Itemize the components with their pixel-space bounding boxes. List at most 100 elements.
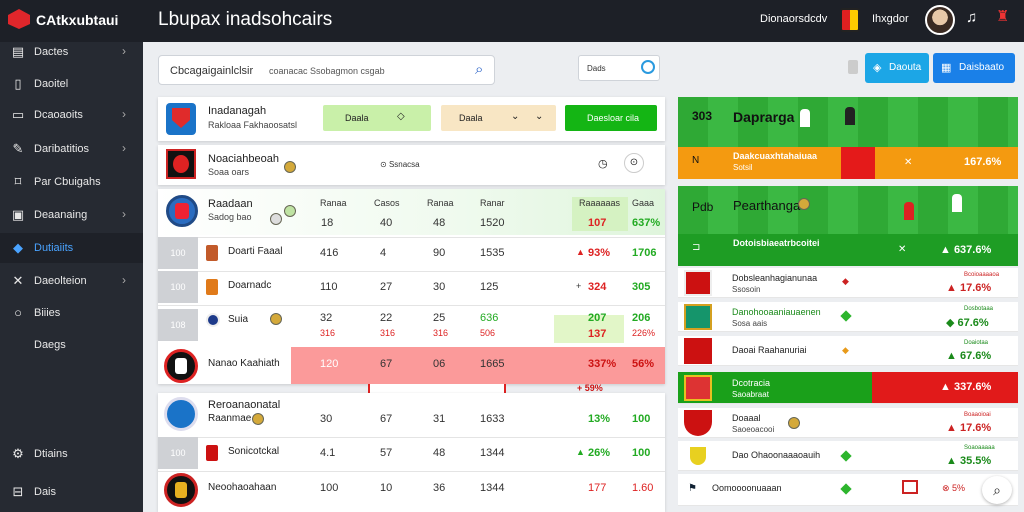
- sidebar-item-dactes[interactable]: ▤ Dactes ›: [0, 37, 143, 67]
- banner-title: Daprarga: [733, 109, 795, 125]
- team-name[interactable]: Ihxgdor: [872, 13, 909, 25]
- shield-icon: ✕: [898, 244, 907, 255]
- search-icon[interactable]: ⌕: [475, 61, 484, 78]
- list-item[interactable]: Dao Ohaoonaaaoauih Soaoaaaaa ▲ 35.5%: [678, 441, 1018, 471]
- table-row[interactable]: [158, 271, 665, 303]
- sidebar-item-dcaoaoits[interactable]: ▭ Dcaoaoits ›: [0, 100, 143, 130]
- secondary-button[interactable]: ◈ Daouta: [865, 53, 929, 83]
- card-meta: ⊙ Ssnacsa: [380, 160, 420, 169]
- chevron-right-icon: ›: [122, 273, 126, 287]
- pct-value: ▲ 17.6%: [946, 422, 992, 434]
- table-row[interactable]: [158, 305, 665, 345]
- team-crest-icon: [166, 103, 196, 135]
- user-name[interactable]: Dionaorsdcdv: [760, 13, 828, 25]
- secondary-button-label: Daouta: [889, 62, 922, 73]
- ball-icon: [788, 417, 800, 429]
- team-card[interactable]: Noaciahbeoah Soaa oars ⊙ Ssnacsa ◷ ⊙: [158, 145, 665, 185]
- cell: 48: [433, 447, 446, 459]
- sidebar-item-dais[interactable]: ⊟ Dais: [0, 477, 143, 507]
- sidebar-item-daoitel[interactable]: ▯ Daoitel: [0, 69, 143, 99]
- cell: 1535: [480, 247, 505, 259]
- pill-button[interactable]: Daala ◇: [323, 105, 431, 131]
- grid-icon: ▦: [941, 62, 952, 74]
- status-diamond-icon: [840, 310, 852, 322]
- ball-icon: [270, 313, 282, 325]
- sidebar-item-label: Par Cbuigahs: [34, 176, 101, 188]
- search-hint: coanacac Ssobagmon csgab: [269, 66, 385, 76]
- clock-icon[interactable]: ◷: [598, 158, 608, 170]
- column-header: Gaaa: [632, 198, 655, 208]
- pct-label: Doaiotaa: [964, 340, 989, 346]
- primary-button[interactable]: ▦ Daisbaato: [933, 53, 1015, 83]
- pct-label: Dosbotaaa: [964, 306, 994, 312]
- list-item[interactable]: Doaaal Saoeoacooi Boaaoioai ▲ 17.6%: [678, 408, 1018, 438]
- cell: 4: [380, 247, 387, 259]
- avatar[interactable]: [925, 5, 955, 35]
- status-diamond-icon: [840, 483, 852, 495]
- tray-icon: ▣: [11, 207, 25, 222]
- status-diamond-icon: [840, 450, 852, 462]
- search-icon[interactable]: ⌕: [982, 476, 1012, 504]
- team-crest-icon: [206, 279, 218, 295]
- sidebar-item-dtiains[interactable]: ⚙ Dtiains: [0, 439, 143, 469]
- match-banner[interactable]: Pdb Pearthanga ⊐ Dotoisbiaeatrbcoitei ✕ …: [678, 186, 1018, 266]
- card-action-button[interactable]: Daesloar cila: [565, 105, 657, 131]
- list-item[interactable]: Dobsleanhagianunaa Ssosoin ◆ Bcoioaaaaoa…: [678, 268, 1018, 298]
- sidebar-item-biiies[interactable]: ○ Biiies: [0, 298, 143, 328]
- cell: 48: [433, 217, 446, 229]
- pill-dropdown[interactable]: Daala ⌄ ⌄: [441, 105, 556, 131]
- match-banner[interactable]: 303 Daprarga N Daakcuaxhtahaiuaa Sotsil …: [678, 97, 1018, 179]
- notification-icon[interactable]: ♜: [996, 8, 1010, 25]
- player-figure: [952, 194, 962, 212]
- team-crest-icon: [166, 149, 196, 179]
- chevron-down-icon: ⌄: [511, 111, 520, 122]
- shield-icon: ✕: [904, 157, 913, 168]
- bell-icon[interactable]: ♫: [966, 9, 978, 26]
- ball-icon: [798, 198, 810, 210]
- chevron-right-icon: ›: [122, 44, 126, 58]
- sidebar-item-par-cbuigahs[interactable]: ⌑ Par Cbuigahs: [0, 167, 143, 197]
- table-row[interactable]: [158, 437, 665, 469]
- cell: 30: [433, 281, 446, 293]
- cell: 1344: [480, 482, 505, 494]
- team-name: Suia: [228, 314, 249, 325]
- pct-value-text: 67.6%: [957, 317, 989, 329]
- trend-arrow-icon: ▲: [576, 247, 585, 257]
- sidebar-item-deaanaing[interactable]: ▣ Deaanaing ›: [0, 200, 143, 230]
- cell: 18: [321, 217, 334, 229]
- filter-dropdown[interactable]: Dads: [578, 55, 660, 81]
- cell: 100: [632, 447, 651, 459]
- table-row[interactable]: [158, 237, 665, 269]
- list-item[interactable]: Daoai Raahanuriai ◆ Doaiotaa ▲ 67.6%: [678, 336, 1018, 366]
- sidebar-item-label: Dais: [34, 486, 57, 498]
- refresh-icon[interactable]: [641, 60, 655, 74]
- info-icon[interactable]: ⊙: [624, 153, 644, 173]
- sidebar-item-daegs[interactable]: Daegs: [0, 330, 143, 360]
- cell: 1.60: [632, 482, 654, 494]
- pct-value-text: 5%: [952, 483, 966, 493]
- list-item[interactable]: ⚑ Oomoooonuaaan ⊗ 5% ⌕: [678, 474, 1018, 506]
- search-input[interactable]: Cbcagaigainlclsir coanacac Ssobagmon csg…: [158, 55, 495, 85]
- list-item[interactable]: Dcotracia Saoabraat ▲ 337.6%: [678, 372, 1018, 404]
- cell: 1706: [632, 247, 657, 259]
- team-crest-icon: [206, 445, 218, 461]
- cell: 637%: [632, 217, 661, 229]
- shirt-icon: ⚑: [688, 483, 697, 494]
- banner-score: Pdb: [692, 200, 714, 214]
- ball-icon: [284, 205, 296, 217]
- match-card[interactable]: Inadanagah Rakloaa Fakhaoosatsl Daala ◇ D…: [158, 97, 665, 141]
- cell: 26%: [588, 447, 611, 459]
- table-row[interactable]: [158, 471, 665, 507]
- sidebar-item-label: Dactes: [34, 46, 69, 58]
- brand-name: CAtkxubtaui: [36, 12, 119, 28]
- list-item[interactable]: Danohooaaniauaenen Sosa aais Dosbotaaa ◆…: [678, 302, 1018, 332]
- sidebar-item-daribatitios[interactable]: ✎ Daribatitios ›: [0, 134, 143, 164]
- trend-arrow-icon: ◆: [842, 276, 849, 286]
- page-title: Lbupax inadsohcairs: [158, 9, 333, 30]
- sidebar-item-dutiaiits[interactable]: ◆ Dutiaiits: [0, 233, 143, 263]
- sidebar-item-daeolteion[interactable]: ✕ Daeolteion ›: [0, 266, 143, 296]
- table-row[interactable]: [158, 347, 665, 384]
- toggle-checkbox[interactable]: [848, 60, 858, 74]
- sidebar-item-label: Biiies: [34, 307, 61, 319]
- banner-pct: ▲ 637.6%: [940, 244, 992, 256]
